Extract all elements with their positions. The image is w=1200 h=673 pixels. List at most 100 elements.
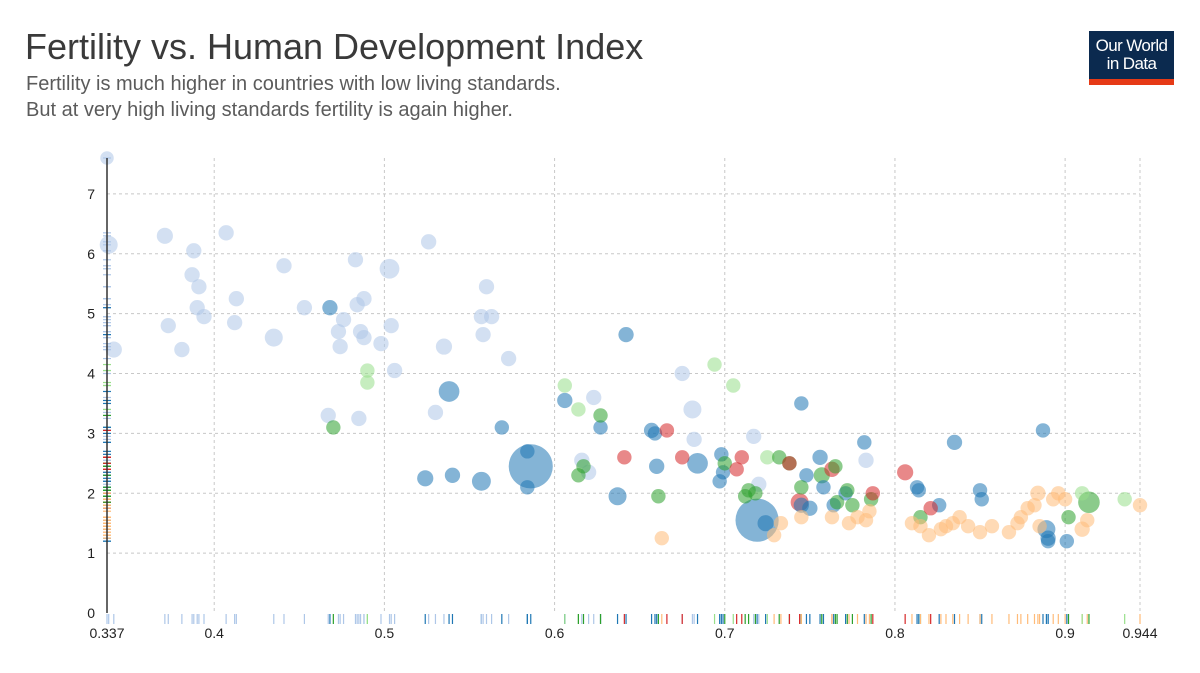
data-point[interactable] [500,350,517,367]
owid-logo[interactable]: Our World in Data [1089,31,1174,85]
data-point[interactable] [651,489,666,504]
data-point[interactable] [686,431,702,448]
data-point[interactable] [865,486,881,501]
data-point[interactable] [794,510,809,525]
data-point[interactable] [160,317,176,334]
data-point[interactable] [351,410,367,427]
data-point[interactable] [707,357,722,372]
data-point[interactable] [330,323,347,340]
data-point[interactable] [897,464,914,481]
data-point[interactable] [1027,498,1042,513]
data-point[interactable] [729,462,744,477]
data-point[interactable] [586,389,602,406]
data-point[interactable] [360,375,375,390]
data-point[interactable] [921,527,937,543]
data-point[interactable] [383,317,399,334]
data-point[interactable] [520,480,535,495]
data-point[interactable] [857,435,872,450]
data-point[interactable] [557,378,572,393]
data-point[interactable] [576,459,591,474]
data-point[interactable] [824,510,840,525]
data-point[interactable] [322,300,338,316]
data-point[interactable] [1074,486,1090,501]
data-point[interactable] [347,252,364,268]
data-point[interactable] [913,518,928,534]
data-point[interactable] [471,471,491,491]
data-point[interactable] [444,467,461,483]
data-point[interactable] [683,400,702,419]
data-point[interactable] [654,530,669,546]
data-point[interactable] [494,420,510,435]
data-point[interactable] [952,510,967,525]
data-point[interactable] [386,362,403,379]
data-point[interactable] [748,486,763,501]
data-point[interactable] [782,456,797,471]
data-point[interactable] [1117,492,1132,507]
data-point[interactable] [829,495,845,510]
data-point[interactable] [1132,498,1148,513]
data-point[interactable] [757,515,774,532]
data-point[interactable] [1057,492,1073,507]
data-point[interactable] [1035,423,1051,438]
data-point[interactable] [1001,524,1017,540]
data-point[interactable] [1040,533,1056,549]
data-point[interactable] [557,392,573,409]
data-point[interactable] [417,470,434,487]
data-point[interactable] [435,338,453,355]
data-point[interactable] [1061,510,1076,525]
data-point[interactable] [475,326,491,343]
data-point[interactable] [974,492,989,507]
data-point[interactable] [1059,533,1075,549]
data-point[interactable] [332,338,348,355]
data-point[interactable] [335,311,352,328]
data-point[interactable] [593,408,608,423]
data-point[interactable] [760,450,775,465]
data-point[interactable] [799,468,814,483]
data-point[interactable] [726,378,741,393]
data-point[interactable] [794,480,809,495]
data-point[interactable] [649,458,665,474]
data-point[interactable] [746,428,762,445]
data-point[interactable] [191,279,207,295]
data-point[interactable] [862,504,877,519]
data-point[interactable] [816,480,831,495]
data-point[interactable] [674,365,690,382]
data-point[interactable] [356,329,372,346]
data-point[interactable] [828,459,843,474]
data-point[interactable] [617,450,632,465]
data-point[interactable] [647,426,663,441]
data-point[interactable] [845,498,860,513]
data-point[interactable] [196,309,212,325]
data-point[interactable] [608,487,627,506]
data-point[interactable] [105,341,122,358]
data-point[interactable] [186,243,202,259]
data-point[interactable] [379,258,400,279]
data-point[interactable] [276,258,292,274]
data-point[interactable] [593,420,608,435]
data-point[interactable] [734,450,749,465]
data-point[interactable] [356,291,372,307]
data-point[interactable] [1080,513,1095,528]
data-point[interactable] [618,326,634,343]
data-point[interactable] [972,524,988,540]
data-point[interactable] [946,434,963,451]
data-point[interactable] [773,515,789,531]
data-point[interactable] [264,328,283,347]
data-points[interactable] [99,151,1148,549]
data-point[interactable] [911,483,926,498]
data-point[interactable] [360,363,375,378]
data-point[interactable] [427,404,444,421]
data-point[interactable] [1030,485,1046,501]
data-point[interactable] [420,234,437,250]
data-point[interactable] [156,227,173,244]
data-point[interactable] [984,518,1000,534]
data-point[interactable] [812,449,828,465]
data-point[interactable] [184,267,200,283]
data-point[interactable] [483,309,500,325]
data-point[interactable] [766,527,782,543]
data-point[interactable] [923,501,938,516]
data-point[interactable] [326,420,341,435]
data-point[interactable] [659,423,675,438]
data-point[interactable] [320,407,336,424]
